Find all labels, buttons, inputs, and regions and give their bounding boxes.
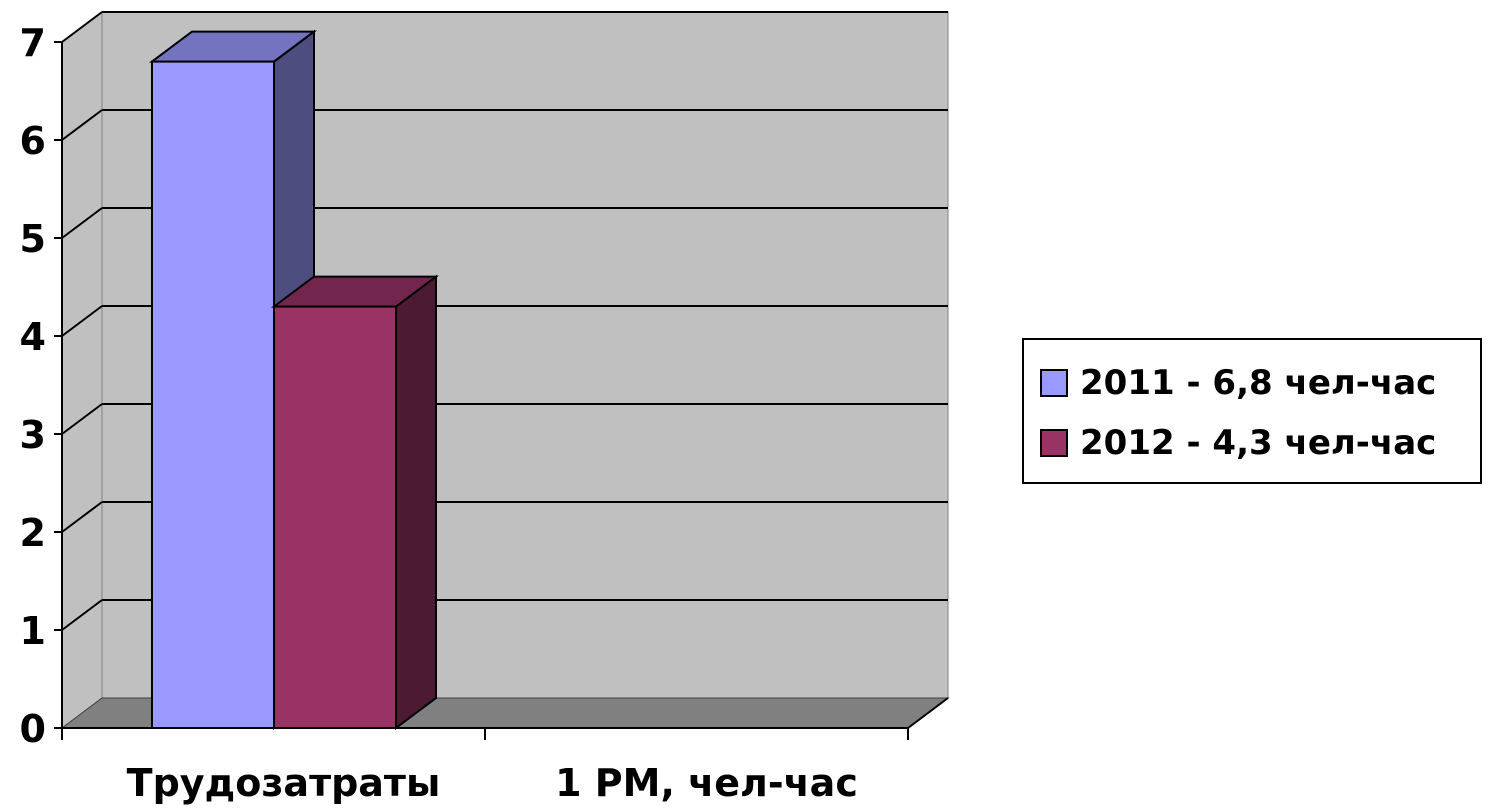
y-tick-label: 6 (20, 119, 46, 163)
axes (61, 42, 949, 740)
bars (148, 29, 439, 730)
floor-edge (907, 697, 949, 729)
y-tick-label: 0 (20, 707, 46, 751)
x-axis-categories: Трудозатраты 1 РМ, чел-час (127, 761, 858, 805)
legend-item-2012: 2012 - 4,3 чел-час (1040, 418, 1436, 468)
x-category-label: 1 РМ, чел-час (555, 761, 858, 805)
gridline-side (61, 305, 103, 337)
legend-item-2011: 2011 - 6,8 чел-час (1040, 358, 1436, 408)
y-tick-label: 3 (20, 413, 46, 457)
bar-side (395, 274, 437, 730)
legend-label-2012: 2012 - 4,3 чел-час (1080, 423, 1437, 463)
legend-swatch-2012 (1040, 429, 1068, 457)
side-wall (61, 11, 103, 729)
gridline-side (61, 207, 103, 239)
gridline-side (61, 501, 103, 533)
gridline-side (61, 11, 103, 43)
legend-label-2011: 2011 - 6,8 чел-час (1080, 363, 1437, 403)
y-tick-label: 7 (20, 21, 46, 65)
legend: 2011 - 6,8 чел-час 2012 - 4,3 чел-час (1022, 338, 1482, 484)
y-tick-label: 4 (20, 315, 46, 359)
gridline-side (61, 599, 103, 631)
y-tick-label: 2 (20, 511, 46, 555)
gridline-side (61, 109, 103, 141)
y-tick-label: 1 (20, 609, 46, 653)
gridline-side (61, 403, 103, 435)
y-axis-ticks: 0 1 2 3 4 5 6 7 (20, 21, 62, 751)
bar-2012-0 (271, 274, 439, 730)
bar-front (273, 305, 397, 729)
y-tick-label: 5 (20, 217, 46, 261)
legend-swatch-2011 (1040, 369, 1068, 397)
x-category-label: Трудозатраты (127, 761, 441, 805)
bar-front (151, 60, 275, 730)
